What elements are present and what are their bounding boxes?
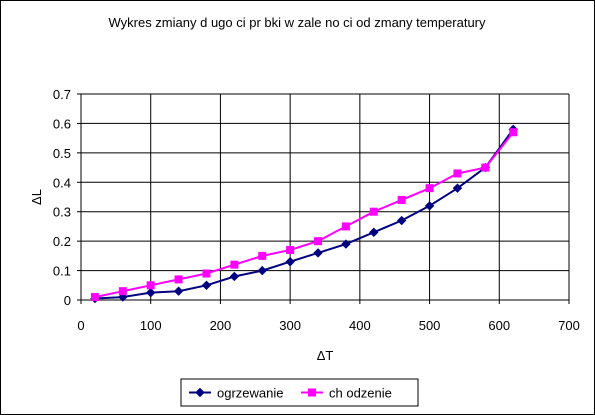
series-line (94, 131, 514, 299)
plot-background (81, 94, 569, 300)
x-tick-label: 300 (279, 318, 301, 333)
y-tick-label: 0.1 (53, 264, 71, 279)
series-1 (90, 128, 518, 302)
data-point (258, 251, 267, 260)
y-tick-label: 0 (64, 293, 71, 308)
legend-item: ch odzenie (301, 386, 392, 401)
axes (80, 94, 569, 301)
legend-label: ogrzewanie (217, 386, 284, 401)
chart-title: Wykres zmiany d ugo ci pr bki w zale no … (108, 15, 486, 30)
x-tick-label: 400 (349, 318, 371, 333)
y-tick-label: 0.5 (53, 146, 71, 161)
data-point (146, 287, 156, 298)
x-tick-label: 600 (488, 318, 510, 333)
data-point (313, 248, 323, 258)
x-tick-label: 0 (77, 318, 84, 333)
data-point (230, 260, 239, 269)
data-point (425, 184, 434, 193)
plot-area (81, 94, 569, 300)
data-point (369, 207, 378, 216)
data-point (452, 183, 463, 193)
legend-swatch-marker (308, 388, 316, 397)
y-axis-label: ΔL (29, 189, 44, 205)
legend: ogrzewanie ch odzenie (180, 378, 419, 407)
data-point (424, 201, 435, 211)
data-point (146, 281, 155, 290)
data-point (453, 169, 462, 178)
y-tick-label: 0.6 (53, 116, 71, 131)
legend-label: ch odzenie (329, 386, 392, 401)
data-point (174, 275, 183, 284)
data-point (173, 286, 184, 296)
x-tick-label: 100 (140, 318, 162, 333)
data-point (397, 195, 406, 204)
data-point (118, 287, 127, 296)
y-tick-label: 0.7 (53, 87, 71, 102)
series-line (94, 128, 515, 300)
legend-swatch-marker (195, 387, 205, 398)
y-tick-label: 0.4 (53, 175, 71, 190)
x-tick-label: 700 (558, 318, 580, 333)
y-tick-label: 0.3 (53, 205, 71, 220)
data-point (341, 222, 350, 231)
data-point (202, 269, 211, 278)
data-point (509, 128, 518, 137)
x-tick-labels: 0 100 200 300 400 500 600 700 (77, 300, 580, 333)
series-group (90, 124, 518, 304)
data-point (285, 257, 295, 267)
y-tick-label: 0.2 (53, 234, 71, 249)
data-point (341, 239, 351, 249)
data-point (229, 271, 240, 282)
data-point (201, 280, 212, 290)
data-point (481, 163, 490, 172)
legend-item: ogrzewanie (189, 386, 284, 401)
data-point (369, 227, 379, 238)
x-tick-label: 200 (210, 318, 232, 333)
data-point (314, 237, 323, 246)
data-point (257, 265, 267, 276)
y-tick-labels: 0 0.1 0.2 0.3 0.4 0.5 0.6 0.7 (53, 87, 81, 308)
data-point (90, 293, 99, 302)
data-point (286, 245, 295, 254)
legend-box (180, 378, 419, 407)
data-point (396, 215, 407, 226)
x-axis-label: ΔT (317, 348, 334, 363)
x-tick-label: 500 (419, 318, 441, 333)
